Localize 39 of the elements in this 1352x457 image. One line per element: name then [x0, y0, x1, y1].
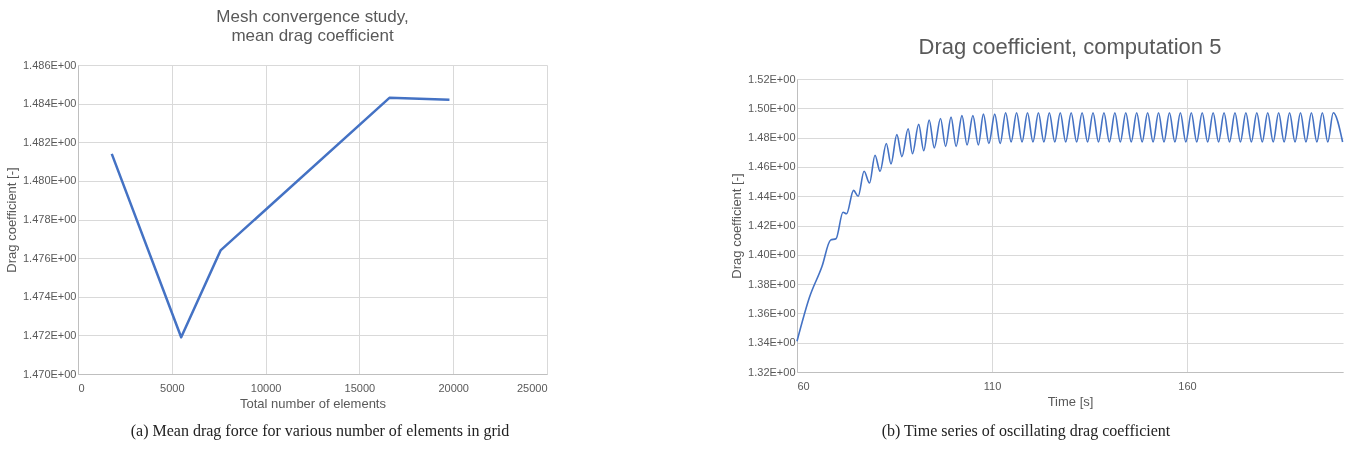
y-axis-title: Drag coefficient [-]	[729, 173, 745, 279]
y-tick-label: 1.478E+00	[22, 213, 77, 225]
y-tick-label: 1.476E+00	[22, 251, 77, 264]
line-series	[110, 96, 451, 339]
y-tick-label: 1.474E+00	[22, 290, 77, 303]
text: (a) Mean drag force for various number of elements in grid	[129, 422, 511, 440]
y-tick-label: 1.32E+00	[748, 365, 796, 378]
y-tick-label: 1.40E+00	[748, 248, 796, 261]
x-tick-label: 0	[78, 381, 85, 394]
y-tick-label: 1.42E+00	[748, 219, 796, 231]
y-tick-label: 1.34E+00	[748, 336, 796, 349]
x-tick-label: 5000	[160, 381, 185, 394]
chart-title: Mesh convergence study, mean drag coefficient	[216, 7, 409, 45]
x-tick-label: 110	[983, 379, 1002, 392]
y-tick-label: 1.38E+00	[748, 277, 796, 290]
line-series	[796, 111, 1344, 343]
y-tick-label: 1.46E+00	[748, 160, 796, 173]
y-tick-label: 1.50E+00	[748, 101, 796, 114]
y-tick-label: 1.484E+00	[22, 97, 77, 110]
y-tick-label: 1.36E+00	[748, 306, 796, 319]
x-tick-label: 25000	[516, 381, 548, 394]
x-axis-title: Total number of elements	[240, 395, 387, 411]
x-tick-label: 60	[797, 379, 810, 392]
y-tick-label: 1.480E+00	[22, 174, 77, 187]
x-tick-label: 160	[1178, 379, 1197, 392]
text: (b) Time series of oscillating drag coefficient	[880, 422, 1172, 440]
chart-title: Drag coefficient, computation 5	[918, 34, 1222, 59]
x-axis-title: Time [s]	[1047, 393, 1094, 409]
y-tick-label: 1.470E+00	[22, 367, 77, 380]
x-tick-label: 10000	[250, 381, 282, 394]
x-tick-label: 20000	[438, 381, 469, 394]
y-tick-label: 1.482E+00	[22, 135, 77, 148]
y-tick-label: 1.44E+00	[748, 189, 796, 202]
x-tick-label: 15000	[344, 381, 376, 394]
y-tick-label: 1.48E+00	[748, 131, 796, 144]
y-axis-title: Drag coefficient [-]	[3, 167, 19, 273]
y-tick-label: 1.472E+00	[22, 328, 77, 341]
y-tick-label: 1.486E+00	[22, 58, 77, 71]
y-tick-label: 1.52E+00	[748, 72, 796, 85]
